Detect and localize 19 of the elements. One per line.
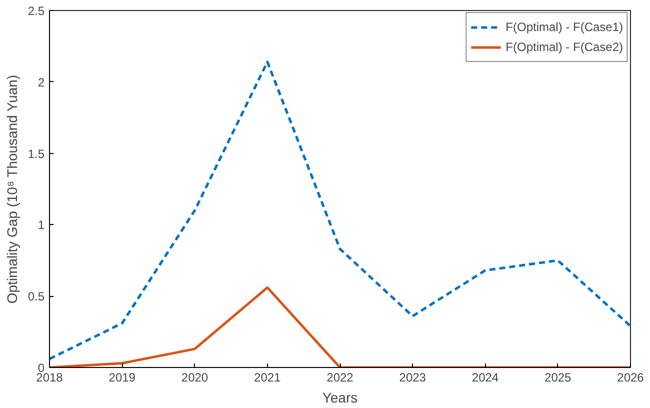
x-tick-label: 2020 — [181, 370, 208, 384]
legend-label: F(Optimal) - F(Case2) — [506, 40, 623, 54]
y-tick-label: 2.5 — [28, 4, 45, 18]
x-tick-label: 2021 — [254, 370, 282, 384]
line-series — [50, 60, 630, 360]
x-tick-label: 2023 — [399, 370, 426, 384]
x-tick-label: 2025 — [544, 370, 572, 384]
y-axis-title: Optimality Gap (10⁸ Thousand Yuan) — [4, 74, 20, 304]
y-tick-label: 2 — [38, 75, 45, 90]
y-tick-label: 0.5 — [28, 290, 45, 304]
x-tick-label: 2019 — [108, 370, 136, 384]
x-axis-title: Years — [322, 390, 358, 406]
x-tick-label: 2024 — [472, 370, 499, 384]
x-tick-label: 2026 — [617, 370, 644, 384]
y-tick-label: 1 — [38, 218, 45, 232]
legend-label: F(Optimal) - F(Case1) — [506, 20, 623, 34]
x-tick-label: 2018 — [36, 370, 64, 384]
y-tick-label: 1.5 — [28, 146, 45, 161]
x-tick-label: 2022 — [326, 370, 354, 384]
